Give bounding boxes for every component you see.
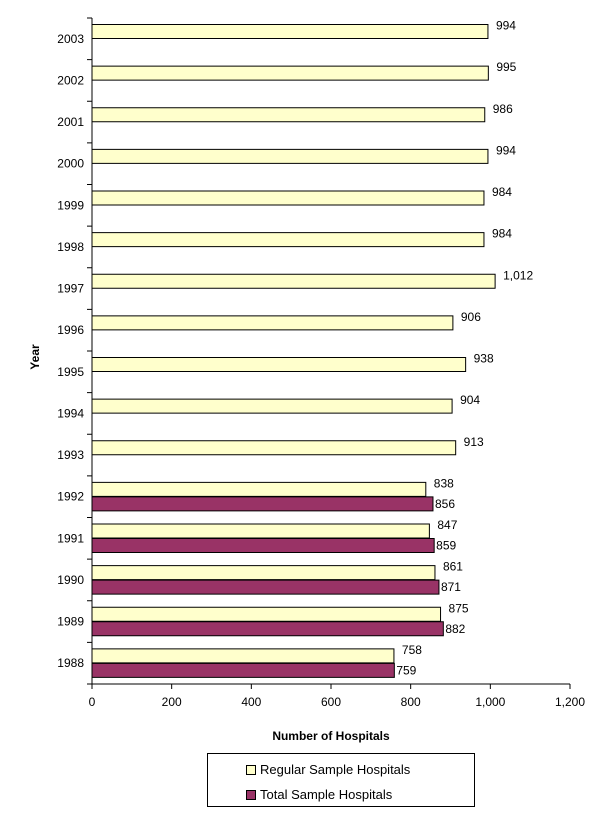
bar-regular [91,190,485,206]
y-tick-label: 2001 [57,115,84,129]
bar-total [91,621,444,637]
data-label: 984 [492,227,512,241]
data-label: 1,012 [503,268,533,282]
bar-total [91,496,434,512]
bar-regular [91,232,485,248]
data-label: 859 [436,539,456,553]
x-tick-label: 800 [401,695,421,709]
y-tick-label: 1989 [57,615,84,629]
y-tick-label: 2000 [57,157,84,171]
x-tick-label: 400 [241,695,261,709]
data-label: 995 [496,60,516,74]
y-tick-label: 2002 [57,73,84,87]
y-tick-label: 1997 [57,282,84,296]
bar-regular [91,398,453,414]
x-tick-label: 1,000 [475,695,505,709]
x-tick-label: 600 [321,695,341,709]
data-label: 759 [396,663,416,677]
bar-regular [91,440,457,456]
x-tick-label: 1,200 [555,695,585,709]
bar-regular [91,107,486,123]
x-axis-title: Number of Hospitals [272,729,390,743]
bar-regular [91,65,489,81]
legend-swatch-regular [246,764,256,775]
bar-regular [91,606,442,622]
data-label: 904 [460,393,480,407]
bar-regular [91,481,427,497]
data-label: 861 [443,560,463,574]
data-label: 871 [441,580,461,594]
bar-regular [91,565,436,581]
bar-regular [91,648,395,664]
y-tick-label: 1993 [57,448,84,462]
bar-regular [91,315,454,331]
bar-total [91,662,395,678]
data-label: 913 [464,435,484,449]
data-label: 838 [434,476,454,490]
legend-item-total: Total Sample Hospitals [246,787,392,802]
bar-total [91,579,440,595]
legend-label-regular: Regular Sample Hospitals [260,762,411,777]
bar-regular [91,24,489,39]
legend-item-regular: Regular Sample Hospitals [246,762,410,777]
y-tick-label: 1996 [57,323,84,337]
bar-regular [91,523,430,539]
data-label: 856 [435,497,455,511]
bar-regular [91,357,467,372]
bar-total [91,538,435,553]
y-tick-label: 1998 [57,240,84,254]
data-label: 938 [474,352,494,366]
y-tick-label: 1992 [57,490,84,504]
y-tick-label: 1991 [57,531,84,545]
data-label: 758 [402,643,422,657]
data-label: 906 [461,310,481,324]
data-label: 994 [496,143,516,157]
legend-label-total: Total Sample Hospitals [260,787,393,802]
legend-swatch-total [246,789,256,800]
y-tick-label: 1994 [57,406,84,420]
data-label: 875 [449,601,469,615]
data-label: 986 [493,102,513,116]
data-label: 984 [492,185,512,199]
x-tick-label: 0 [89,695,96,709]
y-tick-label: 1999 [57,198,84,212]
data-label: 882 [445,622,465,636]
y-axis-title: Year [28,344,42,370]
bar-regular [91,148,489,164]
y-tick-label: 2003 [57,32,84,46]
legend: Regular Sample Hospitals Total Sample Ho… [207,753,475,807]
data-label: 847 [437,518,457,532]
y-tick-label: 1995 [57,365,84,379]
y-tick-label: 1988 [57,656,84,670]
x-tick-label: 200 [162,695,182,709]
data-label: 994 [496,19,516,33]
bar-regular [91,273,496,289]
y-tick-label: 1990 [57,573,84,587]
